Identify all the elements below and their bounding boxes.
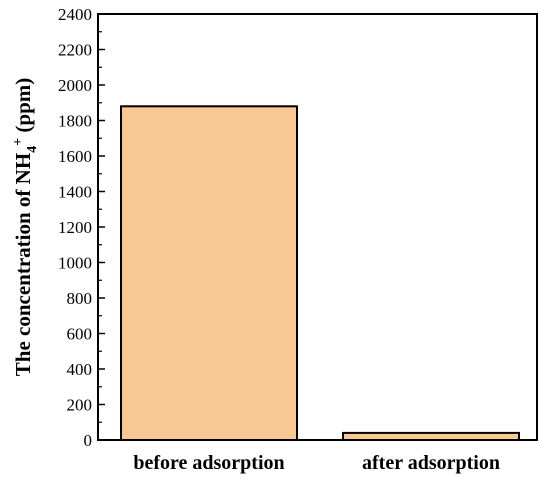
y-tick-label: 400	[67, 360, 93, 379]
x-axis-category-labels: before adsorption after adsorption	[133, 452, 500, 474]
y-tick-label: 2000	[58, 76, 92, 95]
x-category-label: before adsorption	[133, 452, 284, 474]
x-category-label: after adsorption	[362, 452, 500, 474]
y-tick-label: 0	[84, 431, 93, 450]
y-axis-label: The concentration of NH4+ (ppm)	[11, 78, 40, 376]
y-axis-label-main: The concentration of NH	[11, 153, 35, 376]
y-tick-label: 2200	[58, 41, 92, 60]
y-axis-ticks: 0 200 400 600 800 1000 1200 1400 1600 1800 2000 220…	[58, 5, 105, 450]
y-tick-label: 600	[67, 325, 93, 344]
y-axis-label-superscript: +	[11, 138, 26, 146]
y-tick-label: 800	[67, 289, 93, 308]
y-tick-label: 1600	[58, 147, 92, 166]
y-tick-label: 1000	[58, 254, 92, 273]
bar-after-adsorption	[342, 431, 520, 441]
y-tick-label: 1200	[58, 218, 92, 237]
y-tick-label: 200	[67, 396, 93, 415]
y-tick-label: 1400	[58, 183, 92, 202]
y-axis-label-units: (ppm)	[11, 78, 35, 138]
bars	[120, 105, 520, 442]
y-tick-label: 1800	[58, 112, 92, 131]
y-tick-label: 2400	[58, 5, 92, 24]
plot-frame	[97, 13, 538, 441]
y-axis-label-subscript: 4	[25, 146, 40, 153]
bar-before-adsorption	[120, 105, 298, 442]
